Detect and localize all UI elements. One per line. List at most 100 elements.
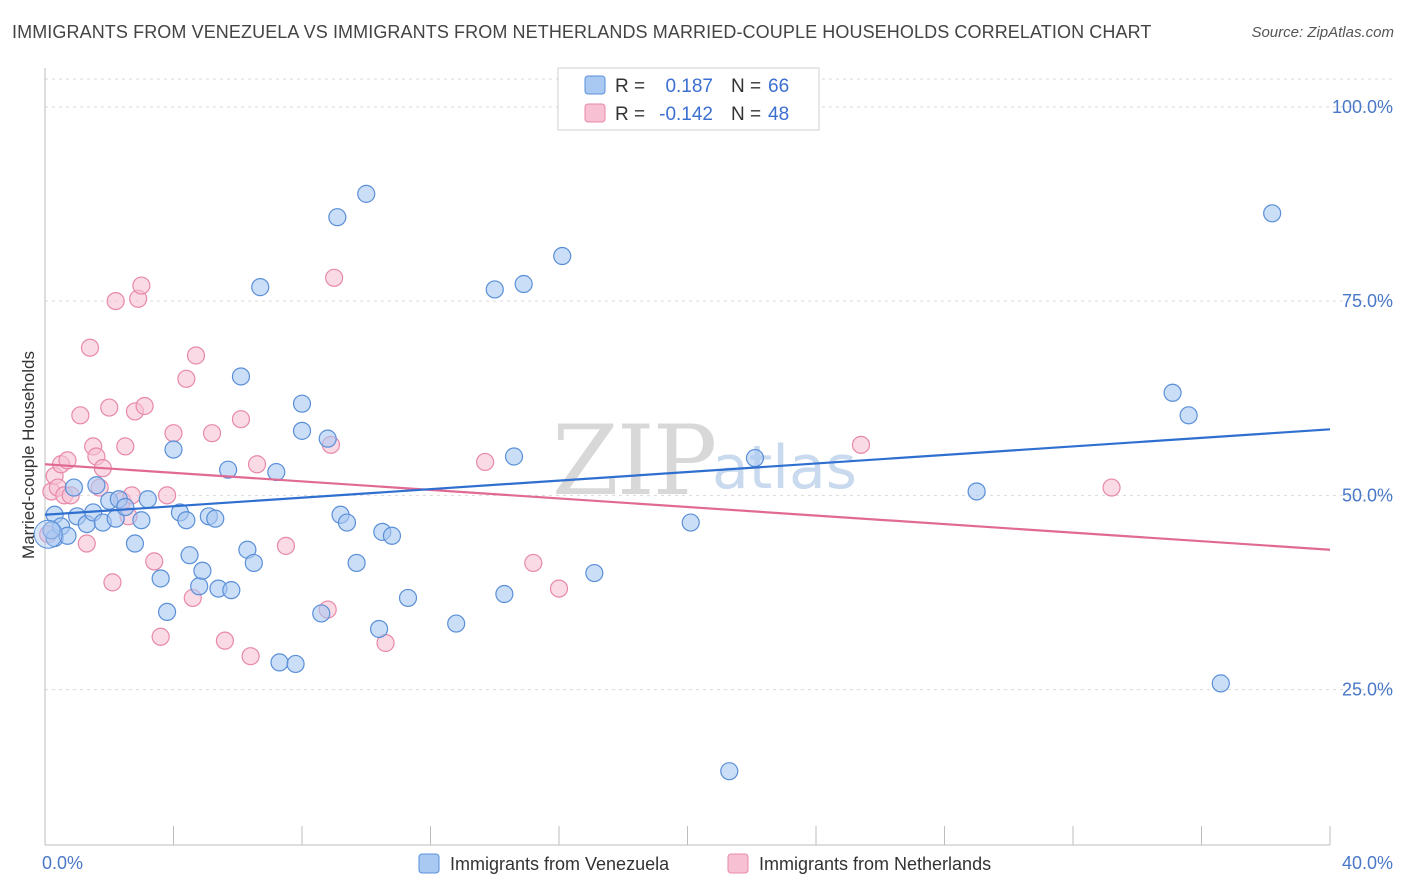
data-point bbox=[485, 280, 504, 299]
data-point bbox=[157, 602, 177, 622]
watermark-zip: ZIP bbox=[552, 405, 715, 517]
data-point bbox=[77, 534, 96, 553]
legend-swatch-bottom-venezuela bbox=[418, 853, 440, 874]
data-point bbox=[180, 546, 199, 565]
trend-lines bbox=[44, 428, 1331, 551]
y-tick-label: 50.0% bbox=[1342, 485, 1393, 505]
data-point bbox=[138, 490, 157, 509]
data-point bbox=[357, 184, 376, 203]
data-point bbox=[100, 398, 119, 417]
y-axis-tick-labels: 25.0% 50.0% 75.0% 100.0% bbox=[1332, 97, 1393, 700]
data-point bbox=[244, 553, 263, 573]
legend-swatch-bottom-netherlands bbox=[727, 853, 749, 874]
legend-r-value-1: 0.187 bbox=[665, 76, 713, 97]
data-point bbox=[370, 619, 389, 639]
data-point bbox=[206, 509, 225, 528]
data-point bbox=[103, 573, 122, 592]
x-axis-ticks bbox=[44, 826, 1331, 845]
data-point bbox=[247, 455, 267, 474]
data-point bbox=[132, 511, 151, 530]
data-point bbox=[476, 452, 495, 472]
data-point bbox=[215, 631, 234, 650]
data-point bbox=[447, 614, 466, 633]
legend-label-venezuela: Immigrants from Venezuela bbox=[450, 854, 670, 874]
data-point bbox=[720, 762, 739, 781]
data-point bbox=[231, 367, 251, 386]
data-point bbox=[318, 429, 337, 448]
data-point bbox=[524, 553, 543, 573]
data-point bbox=[164, 424, 183, 443]
series-netherlands bbox=[39, 268, 1121, 666]
data-point bbox=[151, 569, 170, 588]
legend-r-label-2: R = bbox=[615, 104, 645, 125]
data-point bbox=[135, 396, 154, 416]
data-point bbox=[514, 274, 533, 294]
data-point bbox=[106, 292, 125, 311]
data-point bbox=[145, 552, 164, 571]
data-point bbox=[325, 268, 344, 287]
y-tick-label: 100.0% bbox=[1332, 97, 1393, 117]
series-legend: Immigrants from Venezuela Immigrants fro… bbox=[418, 853, 991, 874]
data-point bbox=[151, 627, 170, 646]
x-tick-label-min: 0.0% bbox=[42, 853, 83, 873]
data-point bbox=[71, 406, 90, 425]
data-point bbox=[270, 653, 289, 672]
data-point bbox=[87, 476, 106, 495]
data-point bbox=[190, 577, 209, 596]
data-point bbox=[1179, 406, 1198, 425]
data-point bbox=[1163, 383, 1182, 402]
legend-swatch-venezuela bbox=[584, 75, 606, 95]
data-point bbox=[157, 486, 177, 505]
trend-line-venezuela bbox=[44, 428, 1331, 516]
data-point bbox=[495, 584, 514, 604]
data-point bbox=[202, 424, 222, 443]
gridlines bbox=[45, 78, 1392, 691]
source-label: Source: ZipAtlas.com bbox=[1251, 24, 1394, 41]
data-point bbox=[967, 482, 986, 501]
legend-label-netherlands: Immigrants from Netherlands bbox=[759, 854, 991, 874]
data-point bbox=[1211, 674, 1230, 693]
y-axis-label: Married-couple Households bbox=[19, 351, 38, 559]
data-point bbox=[1102, 478, 1121, 497]
data-point bbox=[276, 536, 296, 555]
data-point bbox=[745, 448, 765, 468]
data-point-cluster bbox=[33, 519, 63, 549]
data-point bbox=[42, 521, 61, 540]
data-point bbox=[292, 421, 312, 440]
data-point bbox=[116, 497, 135, 517]
data-point bbox=[382, 526, 402, 545]
data-point bbox=[585, 563, 604, 583]
trend-line-netherlands bbox=[44, 463, 1331, 551]
data-point bbox=[286, 654, 305, 674]
data-point bbox=[164, 440, 183, 459]
data-point bbox=[222, 581, 241, 600]
data-point bbox=[58, 526, 77, 545]
data-point bbox=[553, 246, 572, 266]
data-point bbox=[241, 647, 260, 666]
data-point bbox=[64, 478, 84, 497]
legend-n-value-2: 48 bbox=[768, 104, 789, 125]
chart-title: IMMIGRANTS FROM VENEZUELA VS IMMIGRANTS … bbox=[12, 22, 1152, 42]
data-point bbox=[851, 435, 871, 454]
data-point bbox=[292, 394, 312, 413]
data-point bbox=[328, 208, 347, 227]
legend-swatch-netherlands bbox=[584, 103, 606, 123]
data-point bbox=[177, 511, 196, 530]
series-venezuela bbox=[33, 184, 1282, 781]
y-tick-label: 75.0% bbox=[1342, 291, 1393, 311]
data-point bbox=[125, 534, 145, 553]
data-point bbox=[132, 276, 151, 295]
data-point bbox=[1263, 204, 1282, 223]
x-tick-label-max: 40.0% bbox=[1342, 853, 1393, 873]
y-tick-label: 25.0% bbox=[1342, 680, 1393, 700]
data-point bbox=[231, 410, 251, 429]
data-point bbox=[398, 588, 418, 608]
data-point bbox=[116, 437, 135, 456]
legend-r-label-1: R = bbox=[615, 76, 645, 97]
legend-n-label-1: N = bbox=[731, 76, 761, 97]
data-point bbox=[193, 561, 212, 580]
data-point bbox=[219, 460, 238, 479]
data-point bbox=[251, 278, 270, 297]
data-point bbox=[549, 579, 569, 598]
